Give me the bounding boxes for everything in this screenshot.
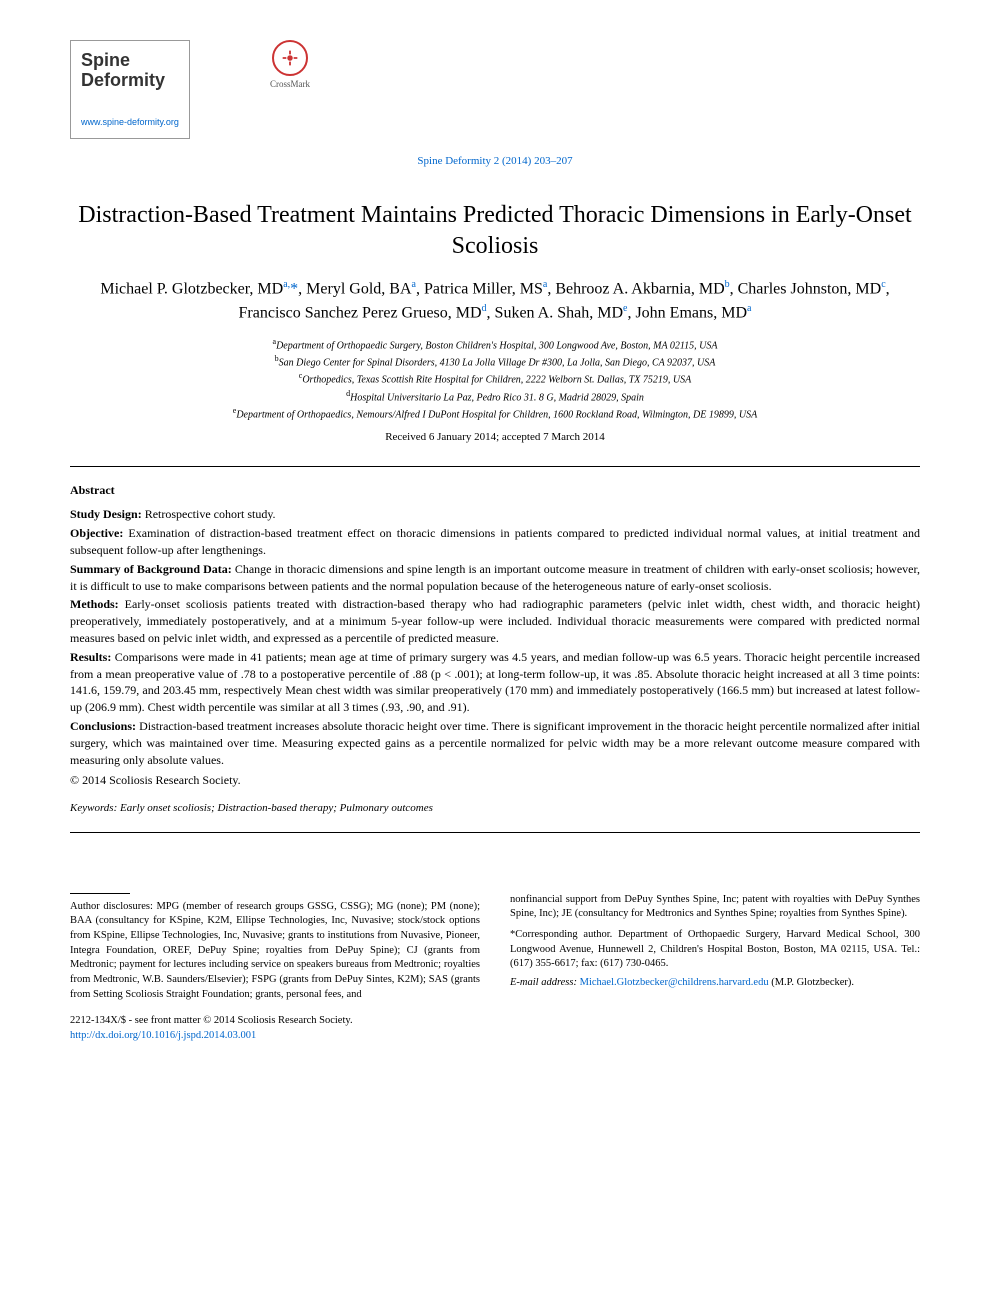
keywords-text: Early onset scoliosis; Distraction-based… [117, 802, 433, 814]
results-text: Comparisons were made in 41 patients; me… [70, 650, 920, 714]
separator-rule [70, 466, 920, 467]
background-label: Summary of Background Data: [70, 562, 232, 576]
footer-col-right: nonfinancial support from DePuy Synthes … [510, 893, 920, 1003]
conclusions-label: Conclusions: [70, 719, 136, 733]
doi-link[interactable]: http://dx.doi.org/10.1016/j.jspd.2014.03… [70, 1029, 920, 1044]
objective-text: Examination of distraction-based treatme… [70, 526, 920, 557]
journal-logo-url[interactable]: www.spine-deformity.org [81, 116, 179, 129]
abstract-conclusions: Conclusions: Distraction-based treatment… [70, 718, 920, 768]
journal-logo: Spine Deformity www.spine-deformity.org [70, 40, 190, 139]
article-title: Distraction-Based Treatment Maintains Pr… [70, 200, 920, 262]
authors-list: Michael P. Glotzbecker, MDa,*, Meryl Gol… [70, 277, 920, 326]
disclosures-right: nonfinancial support from DePuy Synthes … [510, 894, 920, 920]
conclusions-text: Distraction-based treatment increases ab… [70, 719, 920, 767]
footer-bottom: 2212-134X/$ - see front matter © 2014 Sc… [70, 1014, 920, 1043]
abstract-results: Results: Comparisons were made in 41 pat… [70, 649, 920, 716]
header-row: Spine Deformity www.spine-deformity.org … [70, 40, 920, 139]
abstract-heading: Abstract [70, 482, 920, 499]
study-design-label: Study Design: [70, 507, 142, 521]
email-label: E-mail address: [510, 977, 577, 988]
methods-label: Methods: [70, 597, 119, 611]
affiliations-list: aDepartment of Orthopaedic Surgery, Bost… [70, 336, 920, 423]
issn-line: 2212-134X/$ - see front matter © 2014 Sc… [70, 1014, 920, 1029]
article-dates: Received 6 January 2014; accepted 7 Marc… [70, 430, 920, 445]
footer-col-left: Author disclosures: MPG (member of resea… [70, 893, 480, 1003]
crossmark-icon [272, 40, 308, 76]
crossmark-badge[interactable]: CrossMark [270, 40, 310, 91]
methods-text: Early-onset scoliosis patients treated w… [70, 597, 920, 645]
corresponding-author: *Corresponding author. Department of Ort… [510, 928, 920, 972]
email-suffix: (M.P. Glotzbecker). [771, 977, 854, 988]
email-line: E-mail address: Michael.Glotzbecker@chil… [510, 976, 920, 991]
objective-label: Objective: [70, 526, 123, 540]
citation-line: Spine Deformity 2 (2014) 203–207 [70, 154, 920, 169]
abstract-study-design: Study Design: Retrospective cohort study… [70, 506, 920, 523]
email-address[interactable]: Michael.Glotzbecker@childrens.harvard.ed… [580, 977, 769, 988]
keywords-line: Keywords: Early onset scoliosis; Distrac… [70, 801, 920, 816]
abstract-background: Summary of Background Data: Change in th… [70, 561, 920, 595]
keywords-label: Keywords: [70, 802, 117, 814]
results-label: Results: [70, 650, 111, 664]
separator-thin [70, 832, 920, 833]
footer-columns: Author disclosures: MPG (member of resea… [70, 893, 920, 1003]
study-design-text: Retrospective cohort study. [142, 507, 276, 521]
crossmark-label: CrossMark [270, 79, 310, 89]
disclosures-left: Author disclosures: MPG (member of resea… [70, 901, 480, 1000]
copyright-line: © 2014 Scoliosis Research Society. [70, 772, 920, 789]
journal-logo-title: Spine Deformity [81, 51, 179, 91]
abstract-body: Study Design: Retrospective cohort study… [70, 506, 920, 789]
abstract-objective: Objective: Examination of distraction-ba… [70, 525, 920, 559]
footer-short-rule [70, 893, 130, 894]
abstract-methods: Methods: Early-onset scoliosis patients … [70, 596, 920, 646]
